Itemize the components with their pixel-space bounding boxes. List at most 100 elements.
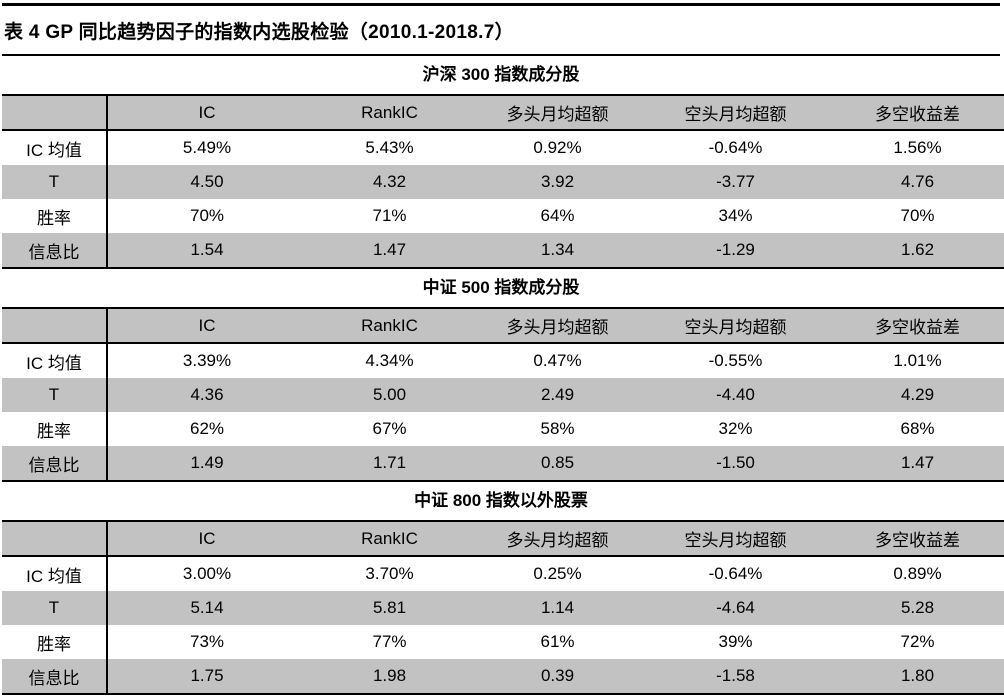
table-cell: 1.14 (473, 591, 642, 625)
table-cell: -0.64% (708, 564, 763, 583)
column-header: 多空收益差 (829, 307, 1004, 344)
table-cell: 67% (372, 419, 407, 438)
table-cell: 77% (372, 632, 407, 651)
row-label: T (2, 378, 108, 412)
table-row: T 5.14 5.81 1.14 -4.64 5.28 (2, 591, 1004, 625)
table-cell: 0.92% (533, 138, 582, 157)
column-header: 多头月均超额 (473, 520, 642, 557)
table-cell: -1.58 (642, 659, 829, 695)
table-cell: 4.29 (829, 378, 1004, 412)
table-row: IC 均值 5.49% 5.43% 0.92% -0.64% 1.56% (2, 130, 1004, 165)
table-row: 信息比 1.54 1.47 1.34 -1.29 1.62 (2, 233, 1004, 269)
table-cell: -0.55% (708, 351, 763, 370)
column-header: 空头月均超额 (642, 94, 829, 131)
table-cell: 58% (540, 419, 575, 438)
table-cell: 1.47 (306, 233, 473, 269)
table-cell: 3.00% (182, 564, 232, 583)
header-row: IC RankIC 多头月均超额 空头月均超额 多空收益差 (2, 520, 1004, 557)
column-header: RankIC (306, 520, 473, 557)
column-header: RankIC (306, 94, 473, 131)
table-cell: 73% (189, 632, 225, 651)
table-cell: 1.75 (107, 659, 306, 695)
row-label: 信息比 (2, 659, 108, 695)
table-cell: 32% (718, 419, 753, 438)
table-cell: 1.71 (306, 446, 473, 482)
table-cell: 5.14 (107, 591, 306, 625)
table-cell: 0.39 (473, 659, 642, 695)
column-header: IC (107, 307, 306, 344)
row-label: 信息比 (2, 446, 108, 482)
table-cell: 3.92 (473, 165, 642, 199)
table-row: 胜率 73% 77% 61% 39% 72% (2, 625, 1004, 659)
table-cell: 5.49% (182, 138, 232, 157)
corner-cell (2, 307, 108, 344)
table-cell: 0.25% (533, 564, 582, 583)
table-row: IC 均值 3.39% 4.34% 0.47% -0.55% 1.01% (2, 343, 1004, 378)
section-subtitle: 中证 500 指数成分股 (422, 278, 580, 297)
section-subtitle: 中证 800 指数以外股票 (414, 491, 588, 510)
table-cell: 3.70% (365, 564, 414, 583)
header-row: IC RankIC 多头月均超额 空头月均超额 多空收益差 (2, 94, 1004, 131)
column-header: 多头月均超额 (473, 307, 642, 344)
row-label: IC 均值 (2, 343, 108, 378)
table-cell: 2.49 (473, 378, 642, 412)
table-cell: 1.34 (473, 233, 642, 269)
table-cell: 5.00 (306, 378, 473, 412)
table-row: 胜率 70% 71% 64% 34% 70% (2, 199, 1004, 233)
table-cell: 70% (900, 206, 935, 225)
table-cell: -1.29 (642, 233, 829, 269)
table-row: T 4.50 4.32 3.92 -3.77 4.76 (2, 165, 1004, 199)
column-header: 多头月均超额 (473, 94, 642, 131)
title-rule (2, 54, 1000, 56)
table-cell: 1.62 (829, 233, 1004, 269)
table-cell: 4.34% (365, 351, 414, 370)
header-row: IC RankIC 多头月均超额 空头月均超额 多空收益差 (2, 307, 1004, 344)
table-cell: 4.32 (306, 165, 473, 199)
table-cell: 68% (900, 419, 935, 438)
table-cell: 5.43% (365, 138, 414, 157)
column-header: 多空收益差 (829, 520, 1004, 557)
column-header: 多空收益差 (829, 94, 1004, 131)
section-subtitle: 沪深 300 指数成分股 (422, 65, 580, 84)
table-cell: 5.81 (306, 591, 473, 625)
table-cell: -3.77 (642, 165, 829, 199)
row-label: 信息比 (2, 233, 108, 269)
table-cell: 39% (718, 632, 753, 651)
table-cell: 0.85 (473, 446, 642, 482)
column-header: 空头月均超额 (642, 520, 829, 557)
table-cell: 62% (189, 419, 225, 438)
table-cell: 1.54 (107, 233, 306, 269)
table-row: 信息比 1.49 1.71 0.85 -1.50 1.47 (2, 446, 1004, 482)
page-title: 表 4 GP 同比趋势因子的指数内选股检验（2010.1-2018.7） (4, 22, 514, 43)
table-cell: 1.01% (893, 351, 942, 370)
table-row: IC 均值 3.00% 3.70% 0.25% -0.64% 0.89% (2, 556, 1004, 591)
table-sections: 沪深 300 指数成分股 IC RankIC 多头月均超额 空头月均超额 多空收益差 IC … (2, 56, 1004, 695)
table-cell: 0.47% (533, 351, 582, 370)
row-label: IC 均值 (2, 130, 108, 165)
table-cell: 34% (718, 206, 753, 225)
table-cell: -0.64% (708, 138, 763, 157)
stats-table: IC RankIC 多头月均超额 空头月均超额 多空收益差 IC 均值 5.49% 5.43%… (2, 94, 1004, 269)
table-cell: 1.49 (107, 446, 306, 482)
row-label: 胜率 (2, 199, 108, 233)
column-header: IC (107, 520, 306, 557)
table-cell: 1.80 (829, 659, 1004, 695)
table-cell: 0.89% (893, 564, 942, 583)
top-rule (2, 3, 1000, 6)
table-cell: 71% (372, 206, 407, 225)
table-cell: -4.40 (642, 378, 829, 412)
corner-cell (2, 520, 108, 557)
table-row: 信息比 1.75 1.98 0.39 -1.58 1.80 (2, 659, 1004, 695)
table-row: T 4.36 5.00 2.49 -4.40 4.29 (2, 378, 1004, 412)
row-label: IC 均值 (2, 556, 108, 591)
table-cell: 70% (189, 206, 225, 225)
stats-table: IC RankIC 多头月均超额 空头月均超额 多空收益差 IC 均值 3.00% 3.70%… (2, 520, 1004, 695)
table-cell: 1.47 (829, 446, 1004, 482)
table-cell: 61% (540, 632, 575, 651)
corner-cell (2, 94, 108, 131)
table-cell: 1.98 (306, 659, 473, 695)
table-cell: 3.39% (182, 351, 232, 370)
table-cell: 5.28 (829, 591, 1004, 625)
table-cell: 4.50 (107, 165, 306, 199)
